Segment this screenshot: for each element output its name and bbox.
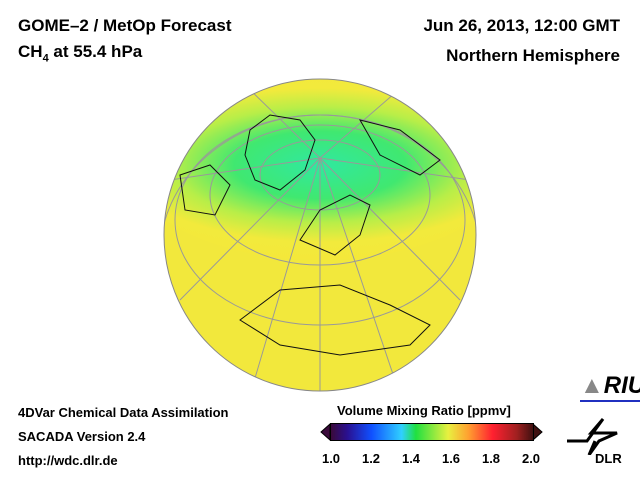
graticule	[164, 79, 476, 391]
dlr-logo-icon	[567, 418, 618, 455]
footer-version: SACADA Version 2.4	[18, 429, 146, 444]
colorbar-tick: 1.2	[361, 451, 381, 466]
datetime-label: Jun 26, 2013, 12:00 GMT	[423, 16, 620, 35]
colorbar-tick: 2.0	[521, 451, 541, 466]
colorbar-tick: 1.6	[441, 451, 461, 466]
colorbar	[330, 423, 534, 441]
species-subscript: 4	[42, 52, 49, 65]
colorbar-tick: 1.8	[481, 451, 501, 466]
colorbar-tick: 1.0	[321, 451, 341, 466]
footer-url[interactable]: http://wdc.dlr.de	[18, 453, 118, 468]
pressure-level: at 55.4 hPa	[48, 42, 143, 61]
species: CH	[18, 42, 43, 61]
colorbar-tick: 1.4	[401, 451, 421, 466]
product-title: GOME–2 / MetOp Forecast	[18, 16, 232, 35]
coastlines	[179, 114, 441, 356]
species-label: CH4 at 55.4 hPa	[18, 42, 142, 64]
footer-method: 4DVar Chemical Data Assimilation	[18, 405, 229, 420]
colorbar-title: Volume Mixing Ratio [ppmv]	[337, 403, 511, 418]
riu-logo: ▲RIU	[580, 372, 640, 402]
region-label: Northern Hemisphere	[446, 46, 620, 65]
dlr-logo-text: DLR	[595, 451, 622, 466]
riu-logo-text: RIU	[603, 372, 640, 399]
